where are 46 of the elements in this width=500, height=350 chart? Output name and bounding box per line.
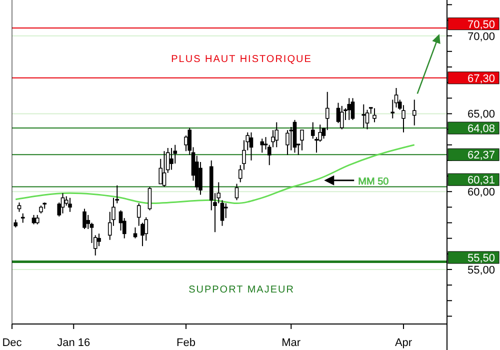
- x-tick-label: Jan 16: [57, 337, 90, 349]
- candlestick: [286, 130, 290, 156]
- candlestick: [20, 212, 25, 224]
- candlestick: [310, 122, 315, 140]
- annotation: PLUS HAUT HISTORIQUE: [171, 54, 312, 65]
- series-label: MM 50: [358, 176, 390, 188]
- candlestick: [274, 122, 279, 148]
- candlestick: [148, 186, 152, 211]
- ref-line-label: 70,50: [467, 18, 495, 31]
- y-tick-label: 65,00: [467, 108, 495, 121]
- candlestick: [350, 98, 355, 120]
- y-tick-label: 70,00: [467, 30, 495, 43]
- candlestick: [402, 104, 406, 133]
- line-series: [14, 144, 416, 204]
- candlestick: [170, 147, 174, 170]
- ref-line-label: 67,30: [467, 72, 495, 85]
- candlestick: [300, 130, 304, 151]
- candlestick: [347, 98, 352, 120]
- candlestick: [260, 138, 264, 154]
- candlestick: [224, 202, 228, 219]
- candlestick: [82, 208, 86, 230]
- y-tick-label: 55,00: [467, 264, 495, 276]
- candlestick: [340, 105, 344, 130]
- x-tick-label: Mar: [282, 337, 301, 349]
- x-tick-label: Feb: [176, 337, 196, 349]
- candlestick: [32, 214, 36, 225]
- candlestick: [17, 202, 22, 212]
- ref-line-label: 55,50: [467, 252, 495, 264]
- x-tick-label: Dec: [2, 337, 22, 349]
- candlestick: [372, 108, 376, 123]
- candlestick: [234, 183, 239, 201]
- candlestick: [249, 132, 254, 161]
- annotation: SUPPORT MAJEUR: [188, 284, 294, 296]
- candlestick: [362, 104, 366, 128]
- candlestick: [412, 99, 416, 126]
- ref-line-label: 62,37: [467, 150, 495, 162]
- candlestick: [68, 197, 72, 212]
- ref-line-label: 60,31: [467, 174, 495, 187]
- candlestick: [162, 150, 166, 188]
- candlestick: [289, 126, 294, 151]
- candlestick: [97, 233, 101, 247]
- x-tick-label: Apr: [394, 337, 412, 349]
- ref-line-label: 64,08: [467, 123, 495, 136]
- y-tick-label: 60,00: [467, 186, 495, 199]
- candlestick: [60, 192, 65, 214]
- candlestick: [35, 214, 40, 225]
